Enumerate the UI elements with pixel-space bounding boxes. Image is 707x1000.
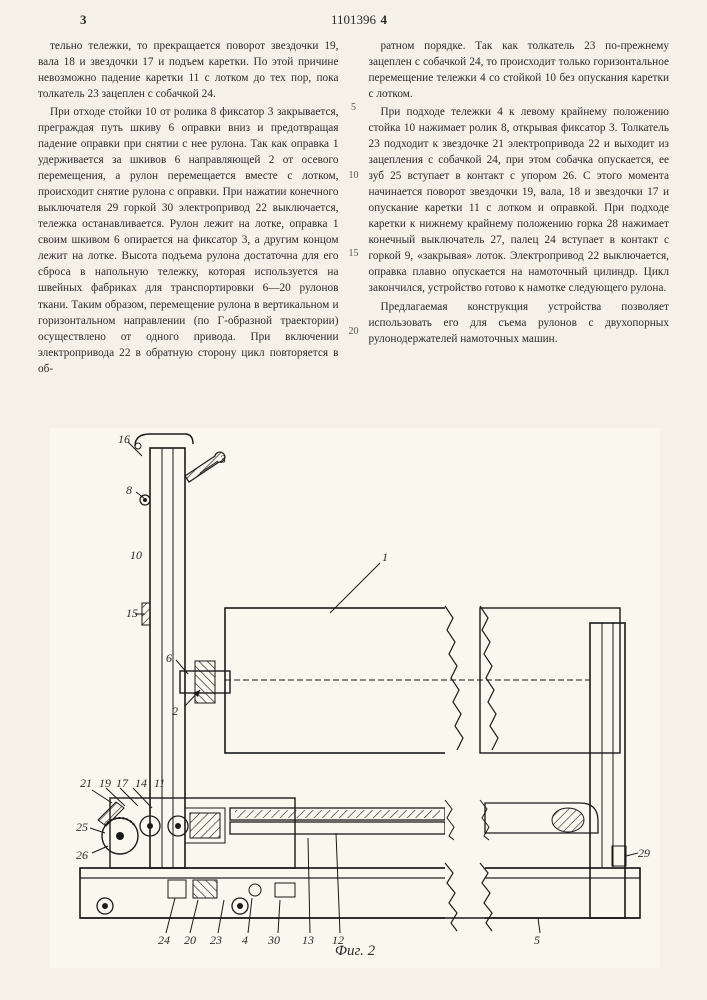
callout-5: 5 bbox=[534, 933, 540, 948]
callout-6: 6 bbox=[166, 651, 172, 666]
callout-19: 19 bbox=[99, 776, 111, 791]
callout-10: 10 bbox=[130, 548, 142, 563]
callout-16: 16 bbox=[118, 432, 130, 447]
callout-24: 24 bbox=[158, 933, 170, 948]
callout-30: 30 bbox=[268, 933, 280, 948]
body-paragraph: тельно тележки, то прекращается поворот … bbox=[38, 38, 339, 102]
page-number-right: 4 bbox=[381, 12, 388, 28]
callout-2: 2 bbox=[172, 704, 178, 719]
callout-26: 26 bbox=[76, 848, 88, 863]
callout-4: 4 bbox=[242, 933, 248, 948]
left-column: тельно тележки, то прекращается поворот … bbox=[38, 38, 339, 379]
page-number-left: 3 bbox=[80, 12, 87, 28]
callout-13: 13 bbox=[302, 933, 314, 948]
callout-20: 20 bbox=[184, 933, 196, 948]
callout-21: 21 bbox=[80, 776, 92, 791]
figure-2: 16 8 3 10 15 6 2 1 21 19 17 14 11 25 26 … bbox=[50, 428, 660, 968]
callout-17: 17 bbox=[116, 776, 128, 791]
callout-11: 11 bbox=[154, 776, 165, 791]
technical-diagram bbox=[50, 428, 660, 968]
callout-15: 15 bbox=[126, 606, 138, 621]
callout-25: 25 bbox=[76, 820, 88, 835]
callout-3: 3 bbox=[220, 452, 226, 467]
callout-29: 29 bbox=[638, 846, 650, 861]
figure-caption: Фиг. 2 bbox=[335, 943, 375, 960]
right-column: ратном порядке. Так как толкатель 23 по-… bbox=[369, 38, 670, 379]
text-columns: тельно тележки, то прекращается поворот … bbox=[38, 38, 669, 379]
body-paragraph: ратном порядке. Так как толкатель 23 по-… bbox=[369, 38, 670, 102]
callout-23: 23 bbox=[210, 933, 222, 948]
body-paragraph: При отходе стойки 10 от ролика 8 фиксато… bbox=[38, 104, 339, 377]
callout-8: 8 bbox=[126, 483, 132, 498]
callout-14: 14 bbox=[135, 776, 147, 791]
patent-number: 1101396 bbox=[331, 12, 376, 28]
callout-1: 1 bbox=[382, 550, 388, 565]
body-paragraph: При подходе тележки 4 к левому крайнему … bbox=[369, 104, 670, 296]
body-paragraph: Предлагаемая конструкция устройства позв… bbox=[369, 299, 670, 347]
